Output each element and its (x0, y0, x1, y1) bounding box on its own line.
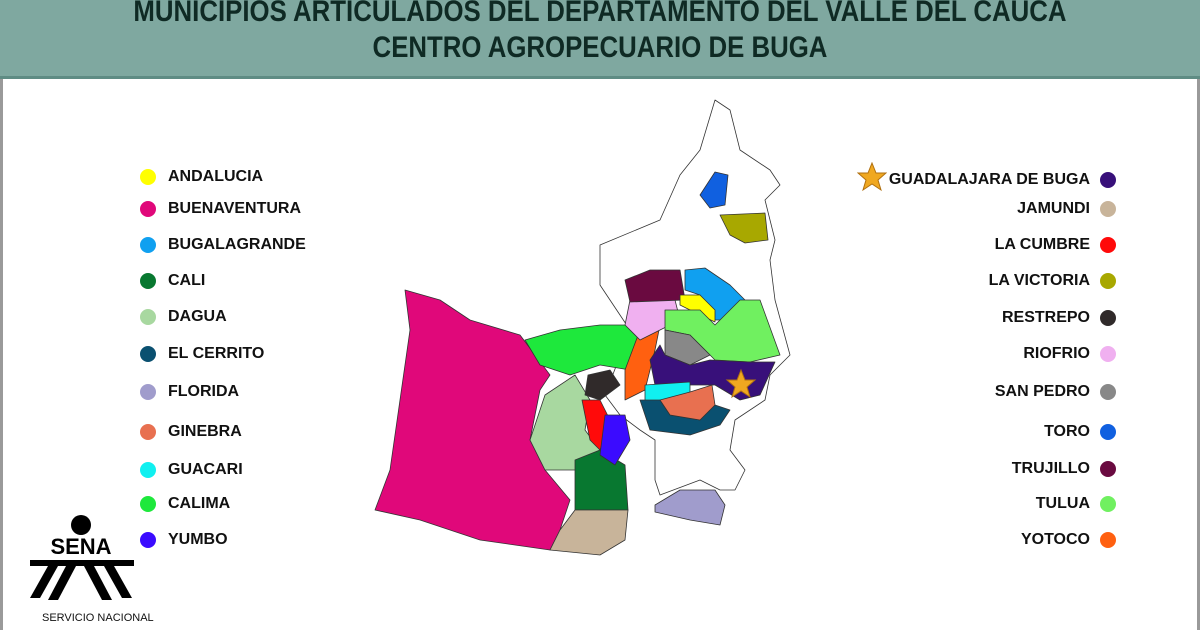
legend-item-jamundi: JAMUNDI (1017, 200, 1116, 218)
legend-label: YOTOCO (1020, 531, 1090, 548)
color-dot-icon (1100, 532, 1116, 548)
buga-star-icon (725, 368, 757, 399)
legend-label: EL CERRITO (168, 345, 265, 362)
color-dot-icon (140, 496, 156, 512)
legend-item-riofrio: RIOFRIO (1023, 345, 1116, 363)
color-dot-icon (140, 201, 156, 217)
legend-item-restrepo: RESTREPO (1002, 309, 1116, 327)
legend-item-san-pedro: SAN PEDRO (995, 383, 1116, 401)
region-andalucia[interactable] (679, 294, 716, 323)
logo-subtitle: SERVICIO NACIONAL (42, 612, 154, 624)
legend-label: ANDALUCIA (168, 168, 264, 185)
color-dot-icon (140, 273, 156, 289)
legend-label: FLORIDA (168, 383, 240, 400)
sena-logo: SENA SERVICIO NACIONAL (18, 512, 154, 630)
legend-item-bugalagrande: BUGALAGRANDE (140, 236, 306, 254)
legend-label: CALI (168, 272, 206, 289)
legend-label: TULUA (1035, 495, 1090, 512)
color-dot-icon (1100, 201, 1116, 217)
header-banner: MUNICIPIOS ARTICULADOS DEL DEPARTAMENTO … (0, 0, 1200, 79)
legend-item-calima: CALIMA (140, 495, 230, 513)
region-toro[interactable] (699, 171, 729, 209)
color-dot-icon (140, 169, 156, 185)
legend-item-la-cumbre: LA CUMBRE (995, 236, 1116, 254)
legend-label: RESTREPO (1001, 309, 1090, 326)
color-dot-icon (1100, 273, 1116, 289)
region-restrepo[interactable] (584, 369, 621, 401)
color-dot-icon (1100, 310, 1116, 326)
legend-item-guadalajara-de-buga: GUADALAJARA DE BUGA (856, 162, 1116, 192)
legend-item-toro: TORO (1044, 423, 1116, 441)
legend-label: BUENAVENTURA (168, 200, 302, 217)
color-dot-icon (140, 462, 156, 478)
color-dot-icon (140, 309, 156, 325)
legend-item-tulua: TULUA (1036, 495, 1116, 513)
legend-item-ginebra: GINEBRA (140, 423, 242, 441)
color-dot-icon (140, 346, 156, 362)
color-dot-icon (1100, 237, 1116, 253)
legend-label: DAGUA (168, 308, 227, 325)
page-subtitle: CENTRO AGROPECUARIO DE BUGA (372, 31, 828, 64)
star-icon (856, 162, 887, 192)
legend-item-cali: CALI (140, 272, 205, 290)
region-ginebra[interactable] (659, 384, 716, 421)
legend-label: LA CUMBRE (994, 236, 1090, 253)
color-dot-icon (1100, 424, 1116, 440)
region-cali[interactable] (574, 449, 629, 511)
legend-item-dagua: DAGUA (140, 308, 227, 326)
legend-item-yotoco: YOTOCO (1021, 531, 1116, 549)
legend-label: YUMBO (168, 531, 228, 548)
color-dot-icon (1100, 496, 1116, 512)
region-florida[interactable] (654, 489, 726, 526)
color-dot-icon (140, 532, 156, 548)
color-dot-icon (1100, 346, 1116, 362)
legend-item-guacari: GUACARI (140, 461, 243, 479)
legend-item-la-victoria: LA VICTORIA (989, 272, 1116, 290)
legend-label: LA VICTORIA (988, 272, 1090, 289)
region-yumbo[interactable] (599, 414, 631, 466)
color-dot-icon (1100, 172, 1116, 188)
legend-item-florida: FLORIDA (140, 383, 239, 401)
color-dot-icon (140, 384, 156, 400)
legend-label: GINEBRA (168, 423, 242, 440)
legend-label: TRUJILLO (1011, 460, 1090, 477)
region-trujillo[interactable] (624, 269, 686, 303)
legend-label: GUACARI (168, 461, 243, 478)
sena-logo-icon: SENA (30, 515, 134, 600)
legend-item-yumbo: YUMBO (140, 531, 228, 549)
legend-label: GUADALAJARA DE BUGA (888, 171, 1090, 188)
region-san-pedro[interactable] (664, 329, 711, 366)
legend-item-andalucia: ANDALUCIA (140, 168, 263, 186)
legend-label: JAMUNDI (1017, 200, 1090, 217)
legend-item-el-cerrito: EL CERRITO (140, 345, 264, 363)
legend-item-trujillo: TRUJILLO (1012, 460, 1116, 478)
color-dot-icon (140, 237, 156, 253)
region-buenaventura[interactable] (374, 289, 571, 551)
legend-label: SAN PEDRO (994, 383, 1090, 400)
region-la-victoria[interactable] (719, 212, 769, 244)
page-title: MUNICIPIOS ARTICULADOS DEL DEPARTAMENTO … (133, 0, 1067, 28)
color-dot-icon (1100, 384, 1116, 400)
legend-label: TORO (1044, 423, 1090, 440)
legend-label: RIOFRIO (1023, 345, 1090, 362)
color-dot-icon (140, 424, 156, 440)
region-jamundi[interactable] (549, 509, 629, 556)
color-dot-icon (1100, 461, 1116, 477)
legend-label: CALIMA (168, 495, 231, 512)
legend-item-buenaventura: BUENAVENTURA (140, 200, 301, 218)
svg-text:SENA: SENA (50, 534, 111, 559)
legend-label: BUGALAGRANDE (168, 236, 306, 253)
